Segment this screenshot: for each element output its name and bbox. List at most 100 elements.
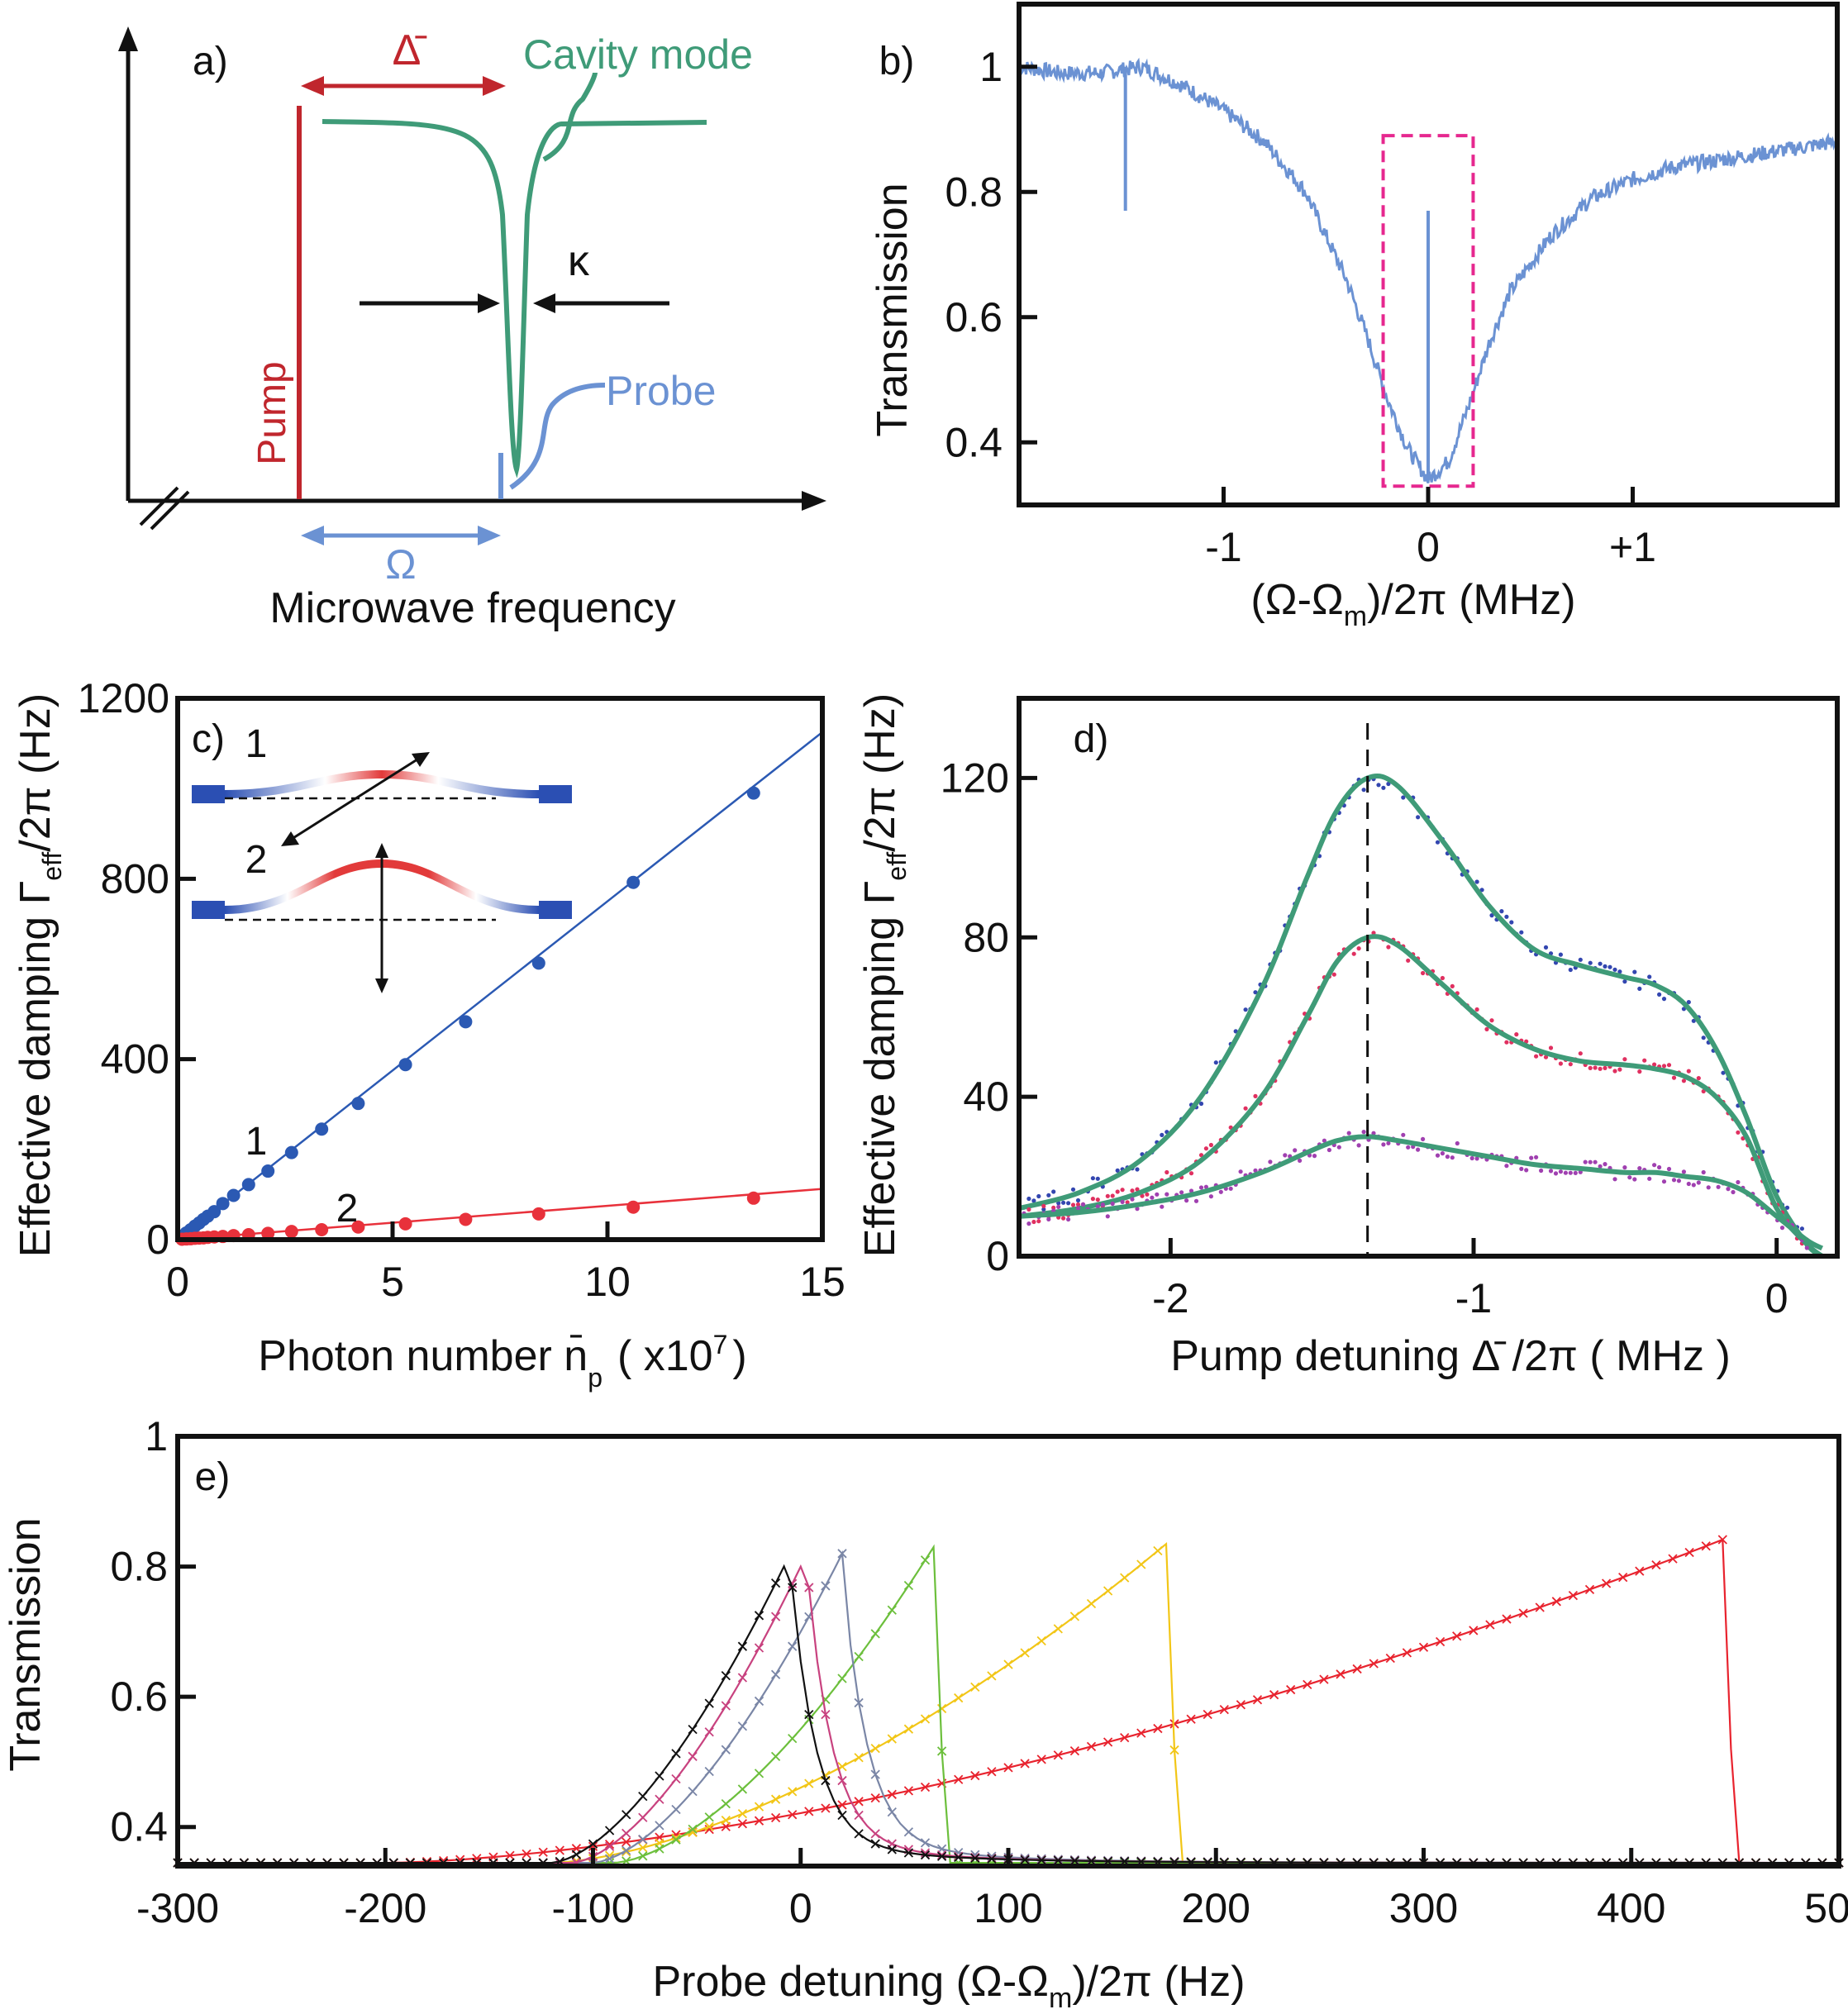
d-dot-low-160 <box>1804 1245 1809 1250</box>
d-dot-low-88 <box>1450 1155 1455 1160</box>
c-ylabel: Effective damping Γeff/2π (Hz) <box>12 693 67 1257</box>
c-vert-arrowhead-down <box>375 978 388 993</box>
e-marker-red-82 <box>854 1797 864 1807</box>
kappa-label: κ <box>568 237 590 285</box>
c-mode1-label: 1 <box>245 722 268 766</box>
e-marker-yellow-88 <box>903 1724 914 1734</box>
d-dot-low-92 <box>1469 1155 1474 1161</box>
d-dot-mid-146 <box>1736 1130 1741 1135</box>
d-dot-low-145 <box>1731 1189 1736 1195</box>
c-point-1-10 <box>241 1178 255 1192</box>
c-point-1-17 <box>531 956 545 970</box>
d-dot-low-82 <box>1421 1136 1426 1141</box>
e-marker-red-52 <box>604 1839 615 1850</box>
c-vert-arrowhead-up <box>375 843 388 858</box>
d-dot-mid-117 <box>1593 1065 1598 1070</box>
d-xtick-label-0: -2 <box>1152 1275 1188 1321</box>
d-dot-low-78 <box>1401 1132 1406 1137</box>
d-dot-mid-19 <box>1110 1193 1115 1198</box>
d-dot-low-81 <box>1416 1147 1421 1152</box>
e-marker-green-88 <box>903 1580 914 1591</box>
e-markers-red <box>173 1535 1844 1868</box>
e-marker-black-56 <box>638 1791 648 1802</box>
e-marker-grey-66 <box>721 1745 731 1755</box>
e-marker-pink-60 <box>671 1774 681 1784</box>
c-ylabel-rest: /2π (Hz) <box>12 693 60 852</box>
e-marker-grey-88 <box>903 1827 914 1837</box>
kappa-arrowhead-left <box>478 293 500 313</box>
e-series-grey <box>173 1549 1844 1868</box>
d-ytick-label-3: 120 <box>941 755 1009 801</box>
d-dot-mid-136 <box>1686 1069 1691 1074</box>
e-markers-yellow <box>173 1545 1844 1868</box>
probe-label: Probe <box>606 368 716 414</box>
e-marker-yellow-92 <box>936 1703 947 1714</box>
e-marker-red-154 <box>1452 1631 1462 1641</box>
e-marker-yellow-76 <box>804 1778 814 1788</box>
d-dot-high-4 <box>1036 1193 1041 1199</box>
d-dot-low-13 <box>1080 1202 1086 1207</box>
d-dot-high-37 <box>1198 1101 1204 1107</box>
c-ytick-label-1: 400 <box>101 1036 169 1083</box>
e-marker-black-58 <box>655 1771 664 1781</box>
e-marker-black-64 <box>704 1698 714 1708</box>
d-dot-low-118 <box>1598 1164 1603 1169</box>
e-marker-red-108 <box>1069 1745 1080 1756</box>
e-ytick-label-2: 0.8 <box>110 1544 168 1590</box>
e-xtick-label-7: 400 <box>1597 1885 1665 1931</box>
d-dot-mid-35 <box>1188 1171 1194 1176</box>
e-marker-red-186 <box>1717 1535 1727 1545</box>
cavity-label-pointer <box>542 72 598 162</box>
d-dot-high-123 <box>1622 979 1627 984</box>
e-marker-black-108 <box>1069 1856 1080 1866</box>
d-dot-low-12 <box>1075 1206 1081 1211</box>
e-marker-red-176 <box>1635 1566 1645 1576</box>
e-marker-green-90 <box>920 1555 931 1565</box>
d-dot-mid-121 <box>1612 1069 1617 1074</box>
c-point-1-13 <box>315 1122 329 1136</box>
d-dot-low-99 <box>1504 1164 1509 1169</box>
e-marker-red-68 <box>737 1819 748 1829</box>
d-dot-mid-16 <box>1095 1197 1100 1202</box>
d-dot-low-131 <box>1661 1179 1667 1184</box>
c-point-2-15 <box>398 1216 412 1231</box>
d-dot-low-19 <box>1110 1201 1115 1207</box>
e-marker-red-114 <box>1120 1732 1130 1743</box>
e-marker-red-88 <box>903 1786 914 1796</box>
e-marker-pink-64 <box>704 1727 714 1737</box>
e-xtick-label-1: -200 <box>344 1885 426 1931</box>
d-dot-low-54 <box>1283 1153 1288 1158</box>
c-diag-arrow <box>288 756 421 842</box>
b-tag: b) <box>879 40 915 83</box>
c-ylabel-sub: eff <box>37 852 67 881</box>
e-marker-black-50 <box>588 1839 598 1849</box>
d-dot-mid-135 <box>1681 1078 1686 1083</box>
e-marker-black-48 <box>571 1850 582 1859</box>
d-dot-high-81 <box>1416 815 1421 820</box>
d-dot-high-98 <box>1499 909 1504 914</box>
e-marker-green-68 <box>737 1784 748 1794</box>
d-dot-low-112 <box>1568 1170 1573 1175</box>
d-dot-mid-69 <box>1356 946 1361 951</box>
e-marker-grey-60 <box>671 1804 681 1815</box>
omega-arrowhead-left <box>301 526 324 545</box>
d-dot-high-20 <box>1115 1168 1120 1173</box>
d-dot-low-37 <box>1198 1185 1204 1190</box>
d-ytick-label-0: 0 <box>986 1233 1009 1279</box>
c-point-2-19 <box>746 1191 760 1205</box>
e-marker-pink-92 <box>936 1850 947 1860</box>
e-marker-red-86 <box>887 1789 897 1799</box>
e-marker-yellow-112 <box>1103 1586 1113 1596</box>
e-marker-red-158 <box>1485 1620 1495 1630</box>
b-xlabel-rest: )/2π (MHz) <box>1367 576 1576 624</box>
e-marker-red-184 <box>1701 1541 1711 1551</box>
d-dot-high-99 <box>1504 914 1509 919</box>
d-dot-low-146 <box>1736 1179 1741 1185</box>
e-marker-pink-80 <box>837 1775 847 1786</box>
e-marker-black-82 <box>854 1829 864 1839</box>
d-dot-mid-112 <box>1568 1062 1573 1067</box>
d-dot-low-24 <box>1135 1207 1140 1212</box>
e-marker-pink-68 <box>737 1673 748 1683</box>
d-dot-low-109 <box>1553 1171 1559 1176</box>
